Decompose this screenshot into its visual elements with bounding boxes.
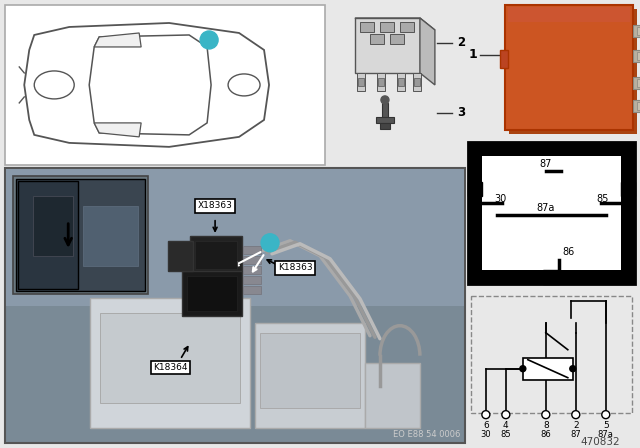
Bar [509,9,637,134]
Bar [400,22,414,32]
Polygon shape [355,18,420,73]
Circle shape [502,411,510,418]
Bar [543,270,559,284]
Circle shape [520,366,526,372]
Bar [500,50,508,68]
Circle shape [381,96,389,104]
Bar [523,358,573,379]
Text: 3: 3 [457,107,465,120]
Bar [468,142,635,284]
Text: 1: 1 [266,238,274,248]
Text: K18364: K18364 [153,363,188,372]
Bar [243,256,261,264]
Circle shape [542,411,550,418]
Bar [621,182,635,196]
Bar [90,298,250,428]
Text: 30: 30 [494,194,506,204]
Text: 470832: 470832 [580,437,620,447]
Text: 87: 87 [570,430,581,439]
Bar [471,296,632,413]
Bar [83,206,138,266]
Bar [505,5,633,130]
Polygon shape [94,123,141,137]
Bar [243,286,261,294]
Bar [358,78,364,86]
Text: 85: 85 [500,430,511,439]
Text: 8: 8 [543,421,548,430]
Bar [637,52,640,60]
Bar [260,333,360,408]
Bar [413,73,421,91]
Bar [482,156,621,270]
Circle shape [482,411,490,418]
Text: EO E88 54 0006: EO E88 54 0006 [392,430,460,439]
Text: 4: 4 [503,421,509,430]
Text: 1: 1 [205,35,212,45]
Bar [168,241,193,271]
Bar [243,276,261,284]
Bar [16,179,145,291]
Polygon shape [420,18,435,85]
Bar [637,102,640,110]
Bar [360,22,374,32]
Bar [182,271,242,316]
Text: 87a: 87a [536,203,555,213]
Bar [100,313,240,403]
Bar [633,25,640,37]
Bar [380,123,390,129]
Bar [33,196,73,256]
Text: 6: 6 [483,421,489,430]
Bar [378,78,384,86]
Bar [390,34,404,44]
Bar [187,276,237,311]
Text: 87a: 87a [598,430,614,439]
Bar [243,266,261,274]
Text: 30: 30 [481,430,491,439]
Bar [637,27,640,35]
Bar [6,169,464,306]
Bar [13,176,148,294]
Text: 5: 5 [603,421,609,430]
Text: 1: 1 [468,48,477,61]
Bar [397,73,405,91]
Bar [5,168,465,443]
Polygon shape [355,18,435,30]
Text: 85: 85 [596,194,609,204]
Bar [195,241,237,269]
Bar [370,34,384,44]
Circle shape [200,31,218,49]
Bar [377,73,385,91]
Bar [243,246,261,254]
Text: X18363: X18363 [198,201,232,210]
Circle shape [572,411,580,418]
Text: 2: 2 [573,421,579,430]
Text: 2: 2 [457,36,465,49]
Bar [637,79,640,87]
Bar [190,236,242,274]
Text: 87: 87 [540,159,552,169]
Circle shape [570,366,576,372]
Bar [508,7,630,22]
Bar [398,78,404,86]
Bar [414,78,420,86]
Bar [468,182,482,196]
Bar [357,73,365,91]
Bar [5,5,325,165]
Text: 86: 86 [563,247,575,257]
Bar [382,103,388,121]
Bar [633,50,640,62]
Text: K18363: K18363 [278,263,312,272]
Circle shape [261,234,279,252]
Bar [255,323,365,428]
Bar [376,117,394,123]
Circle shape [602,411,610,418]
Bar [633,77,640,89]
Polygon shape [94,33,141,47]
Bar [19,181,78,289]
Text: 86: 86 [540,430,551,439]
Bar [633,100,640,112]
Bar [365,363,420,428]
Bar [380,22,394,32]
